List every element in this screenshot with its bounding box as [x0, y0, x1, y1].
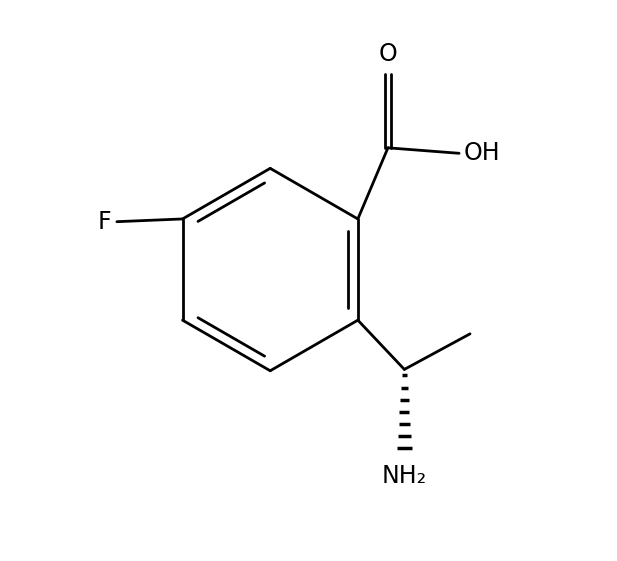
Text: NH₂: NH₂: [382, 464, 427, 488]
Text: O: O: [379, 42, 397, 66]
Text: F: F: [98, 210, 112, 234]
Text: OH: OH: [463, 141, 500, 165]
